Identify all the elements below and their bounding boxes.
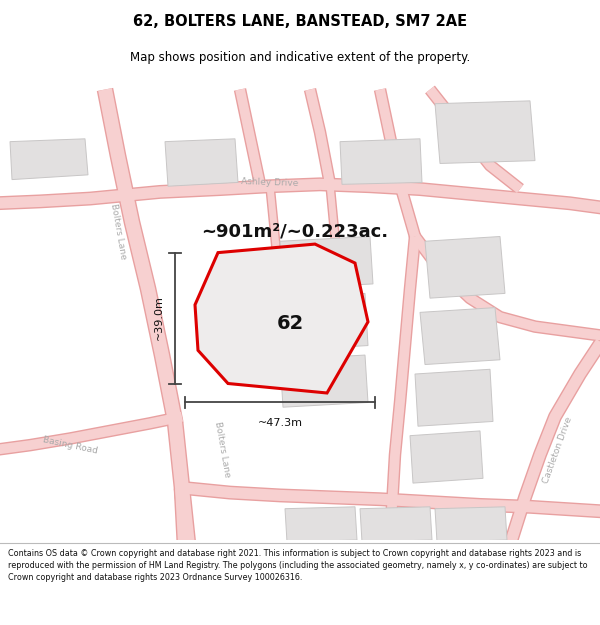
Polygon shape — [165, 139, 238, 186]
Polygon shape — [280, 293, 368, 350]
Text: Ashley Drive: Ashley Drive — [241, 177, 299, 188]
Polygon shape — [410, 431, 483, 483]
Text: Contains OS data © Crown copyright and database right 2021. This information is : Contains OS data © Crown copyright and d… — [8, 549, 587, 582]
Polygon shape — [415, 369, 493, 426]
Text: Bolters Lane: Bolters Lane — [212, 421, 232, 479]
Text: Bolters Lane: Bolters Lane — [109, 203, 127, 261]
Text: 62: 62 — [277, 314, 304, 333]
Polygon shape — [420, 308, 500, 364]
Polygon shape — [10, 139, 88, 179]
Polygon shape — [340, 139, 422, 184]
Text: ~901m²/~0.223ac.: ~901m²/~0.223ac. — [202, 222, 389, 241]
Text: Castleton Drive: Castleton Drive — [542, 416, 574, 484]
Text: 62, BOLTERS LANE, BANSTEAD, SM7 2AE: 62, BOLTERS LANE, BANSTEAD, SM7 2AE — [133, 14, 467, 29]
Polygon shape — [425, 236, 505, 298]
Polygon shape — [280, 355, 368, 408]
Polygon shape — [435, 507, 507, 542]
Polygon shape — [435, 101, 535, 164]
Text: Basing Road: Basing Road — [42, 435, 98, 456]
Polygon shape — [360, 507, 432, 542]
Text: Map shows position and indicative extent of the property.: Map shows position and indicative extent… — [130, 51, 470, 64]
Polygon shape — [280, 236, 373, 289]
Text: ~39.0m: ~39.0m — [154, 296, 164, 341]
Text: ~47.3m: ~47.3m — [257, 418, 302, 428]
Polygon shape — [195, 244, 368, 393]
Polygon shape — [285, 507, 357, 542]
